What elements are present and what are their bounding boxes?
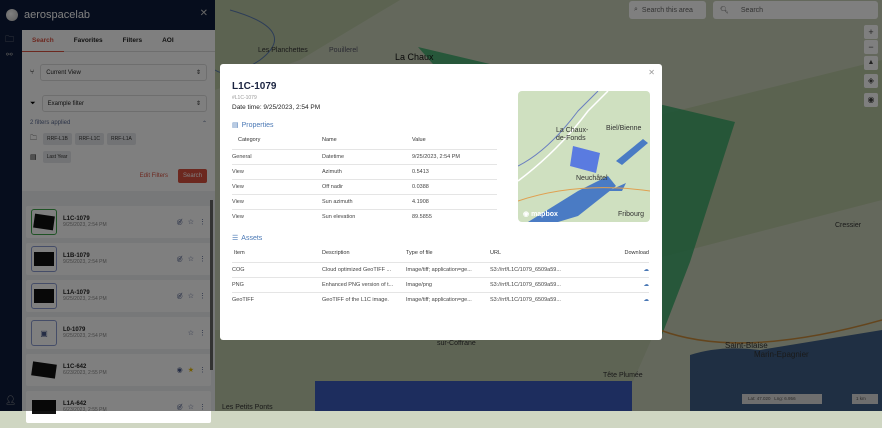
list-icon: ☰ [232, 235, 239, 242]
table-cell: View [232, 193, 322, 209]
col-header: Type of file [406, 249, 433, 256]
col-header: Name [322, 136, 337, 143]
download-icon[interactable]: ☁ [610, 261, 649, 277]
details-modal: ✕ L1C-1079 #L1C-1079 Date time: 9/25/202… [220, 64, 662, 340]
table-row: General Datetime 9/25/2023, 2:54 PM [232, 148, 497, 164]
table-cell: 0.0388 [412, 178, 497, 194]
table-row: View Azimuth 0.5413 [232, 163, 497, 179]
mini-map-label: Biel/Bienne [606, 125, 642, 132]
mini-map-label: La Chaux-de-Fonds [556, 127, 589, 142]
table-cell: 89.5855 [412, 208, 497, 224]
table-cell: Enhanced PNG version of t... [322, 276, 406, 292]
table-cell: GeoTIFF [232, 291, 322, 307]
download-icon[interactable]: ☁ [610, 291, 649, 307]
table-cell: View [232, 178, 322, 194]
col-header: Description [322, 249, 350, 256]
table-cell: Datetime [322, 148, 412, 164]
table-row: View Sun azimuth 4.1908 [232, 193, 497, 209]
table-cell: Off nadir [322, 178, 412, 194]
properties-table: Category Name Value General Datetime 9/25/20… [232, 131, 497, 224]
table-cell: 0.5413 [412, 163, 497, 179]
modal-id: #L1C-1079 [232, 95, 257, 101]
table-cell: GeoTIFF of the L1C image. [322, 291, 406, 307]
assets-heading: Assets [241, 234, 263, 242]
table-cell: Image/tiff; application=ge... [406, 261, 490, 277]
col-header: Value [412, 136, 426, 143]
table-cell: PNG [232, 276, 322, 292]
mapbox-logo: ◉ mapbox [523, 211, 558, 218]
mini-map-label: Fribourg [618, 211, 645, 218]
col-header: Download [624, 249, 649, 256]
table-cell: Cloud optimized GeoTIFF ... [322, 261, 406, 277]
table-cell: View [232, 163, 322, 179]
table-cell: S3://rrf/L1C/1079_6509a59... [490, 291, 610, 307]
table-cell: 4.1908 [412, 193, 497, 209]
table-cell: 9/25/2023, 2:54 PM [412, 148, 497, 164]
table-row: GeoTIFF GeoTIFF of the L1C image. Image/ti… [232, 291, 649, 307]
table-cell: Sun elevation [322, 208, 412, 224]
table-cell: View [232, 208, 322, 224]
table-cell: S3://rrf/L1C/1079_6509a59... [490, 276, 610, 292]
table-cell: General [232, 148, 322, 164]
table-row: View Off nadir 0.0388 [232, 178, 497, 194]
table-cell: S3://rrf/L1C/1079_6509a59... [490, 261, 610, 277]
col-header: Category [238, 136, 261, 143]
properties-heading: Properties [241, 121, 274, 129]
mini-map: La Chaux-de-Fonds Biel/Bienne Neuchâtel … [518, 91, 650, 222]
col-header: URL [490, 249, 502, 256]
table-row: View Sun elevation 89.5855 [232, 208, 497, 224]
modal-datetime: Date time: 9/25/2023, 2:54 PM [232, 104, 321, 111]
assets-table: Item Description Type of file URL Download C… [232, 244, 649, 307]
table-row: COG Cloud optimized GeoTIFF ... Image/tiff… [232, 261, 649, 277]
col-header: Item [234, 249, 245, 256]
table-cell: COG [232, 261, 322, 277]
download-icon[interactable]: ☁ [610, 276, 649, 292]
table-icon: ▤ [232, 122, 239, 129]
table-cell: Image/tiff; application=ge... [406, 291, 490, 307]
footprint-polygon [570, 146, 600, 173]
table-row: PNG Enhanced PNG version of t... Image/png… [232, 276, 649, 292]
modal-title: L1C-1079 [232, 81, 277, 92]
close-icon[interactable]: ✕ [648, 68, 655, 77]
table-cell: Azimuth [322, 163, 412, 179]
mini-map-label: Neuchâtel [576, 175, 608, 182]
table-cell: Image/png [406, 276, 490, 292]
table-cell: Sun azimuth [322, 193, 412, 209]
